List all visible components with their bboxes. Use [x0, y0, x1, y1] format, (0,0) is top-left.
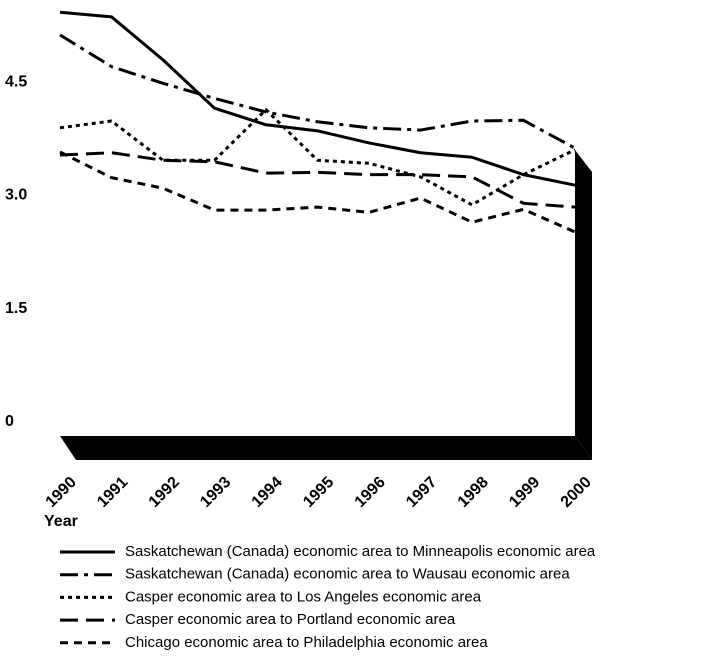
x-axis-title: Year: [44, 513, 78, 530]
x-tick-label: 1997: [403, 474, 440, 511]
x-tick-label: 1992: [146, 474, 183, 511]
legend-label: Casper economic area to Portland economi…: [125, 611, 456, 628]
legend-label: Casper economic area to Los Angeles econ…: [125, 588, 482, 605]
x-tick-label: 1990: [43, 474, 80, 511]
y-tick-label: 0: [5, 413, 14, 430]
x-tick-label: 1996: [352, 474, 389, 511]
x-tick-label: 1998: [455, 474, 492, 511]
y-tick-label: 3.0: [5, 187, 27, 204]
y-tick-label: 1.5: [5, 300, 27, 317]
series-line: [59, 10, 576, 187]
x-tick-label: 1993: [197, 474, 234, 511]
series-line: [59, 33, 576, 150]
series-line: [59, 150, 576, 234]
legend-label: Saskatchewan (Canada) economic area to M…: [125, 543, 596, 560]
floor: [60, 436, 592, 460]
legend-label: Saskatchewan (Canada) economic area to W…: [125, 566, 570, 583]
x-tick-label: 1994: [249, 474, 286, 511]
x-tick-label: 1991: [94, 474, 131, 511]
series-line: [59, 108, 576, 207]
y-tick-label: 4.5: [5, 73, 27, 90]
wall: [575, 150, 592, 460]
legend-label: Chicago economic area to Philadelphia ec…: [125, 634, 488, 651]
series-line: [59, 151, 576, 209]
x-tick-label: 1995: [300, 474, 337, 511]
x-tick-label: 2000: [558, 474, 595, 511]
x-tick-label: 1999: [506, 474, 543, 511]
